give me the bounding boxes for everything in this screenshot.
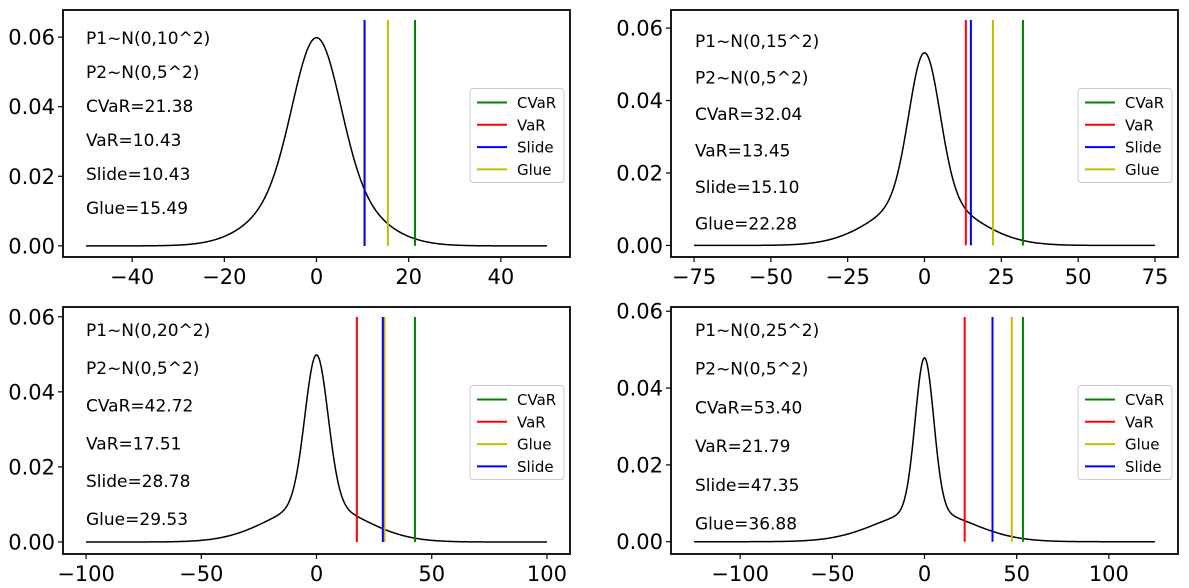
density-curve (86, 36, 547, 247)
legend: CVaR VaR Slide Glue (469, 88, 565, 183)
y-tick-label: 0.06 (616, 17, 663, 41)
x-tick-label: 50 (418, 562, 445, 586)
y-tick-label: 0.04 (616, 377, 663, 401)
legend-label-var: VaR (517, 413, 546, 431)
y-tick-label: 0.04 (616, 89, 663, 113)
panel-bottom-right: −100 −50 0 50 100 0.00 0.02 0.04 0.06 P1~N(0,25^2… (616, 300, 1179, 586)
legend-label-slide: Slide (517, 139, 554, 157)
x-tick-label: 75 (1142, 265, 1169, 289)
y-tick-label: 0.00 (8, 530, 55, 554)
legend-label-glue: Glue (1125, 161, 1160, 179)
y-tick-label: 0.02 (616, 161, 663, 185)
legend-label-var: VaR (517, 116, 546, 134)
annotation-text: CVaR=21.38 (86, 97, 193, 117)
annotation-text: Glue=15.49 (86, 199, 188, 219)
annotation-text: P2~N(0,5^2) (86, 359, 199, 379)
y-tick-label: 0.00 (616, 234, 663, 258)
panel-bottom-left: −100 −50 0 50 100 0.00 0.02 0.04 0.06 P1~N(0,20^2… (8, 305, 571, 586)
y-tick-label: 0.04 (8, 380, 55, 404)
x-tick-label: −40 (110, 265, 154, 289)
y-tick-label: 0.00 (8, 234, 55, 258)
x-tick-label: −25 (826, 265, 870, 289)
legend-label-slide: Slide (1125, 139, 1162, 157)
x-tick-label: 0 (918, 265, 931, 289)
y-tick-label: 0.02 (8, 455, 55, 479)
annotation-text: VaR=17.51 (86, 434, 181, 454)
x-tick-label: 50 (1065, 265, 1092, 289)
x-tick-label: −20 (202, 265, 246, 289)
legend-label-cvar: CVaR (517, 391, 556, 409)
x-tick-label: 0 (918, 562, 931, 586)
x-tick-label: 100 (527, 562, 567, 586)
x-tick-label: 0 (310, 265, 323, 289)
legend-label-slide: Slide (1125, 458, 1162, 476)
legend-label-var: VaR (1125, 116, 1154, 134)
panel-top-right: −75 −50 −25 0 25 50 75 0.00 0.02 0.04 0.06 P1~N(0,1… (616, 9, 1179, 289)
legend-label-cvar: CVaR (1125, 94, 1164, 112)
density-curve (86, 353, 547, 543)
annotation-text: Glue=29.53 (86, 510, 188, 530)
x-tick-label: 25 (988, 265, 1015, 289)
annotation-text: P1~N(0,10^2) (86, 29, 210, 49)
legend-label-glue: Glue (517, 436, 552, 454)
legend-box (469, 88, 565, 183)
y-tick-label: 0.02 (8, 165, 55, 189)
annotation-text: P1~N(0,15^2) (695, 32, 819, 52)
annotation-text: P2~N(0,5^2) (695, 69, 808, 89)
annotation-text: VaR=21.79 (695, 437, 790, 457)
y-tick-label: 0.04 (8, 95, 55, 119)
annotation-text: P1~N(0,25^2) (695, 321, 819, 341)
legend-label-glue: Glue (517, 161, 552, 179)
x-tick-label: −100 (57, 562, 115, 586)
legend-label-var: VaR (1125, 413, 1154, 431)
annotation-text: CVaR=32.04 (695, 105, 802, 125)
annotation-text: CVaR=53.40 (695, 398, 802, 418)
x-tick-label: 0 (310, 562, 323, 586)
legend: CVaR VaR Glue Slide (1077, 385, 1173, 480)
annotation-text: P2~N(0,5^2) (86, 63, 199, 83)
annotation-text: Slide=15.10 (695, 178, 799, 198)
panel-top-left: −40 −20 0 20 40 0.00 0.02 0.04 0.06 P1~N(0,10^2) P… (8, 9, 571, 289)
legend-box (469, 385, 565, 480)
y-tick-label: 0.06 (8, 26, 55, 50)
x-tick-label: 50 (1003, 562, 1030, 586)
legend-label-cvar: CVaR (1125, 391, 1164, 409)
annotation-text: Slide=47.35 (695, 476, 799, 496)
x-tick-label: −100 (711, 562, 769, 586)
annotation-text: VaR=10.43 (86, 131, 181, 151)
annotation-text: VaR=13.45 (695, 142, 790, 162)
legend-box (1077, 385, 1173, 480)
density-curve (694, 51, 1155, 247)
y-tick-label: 0.02 (616, 453, 663, 477)
x-tick-label: 40 (487, 265, 514, 289)
annotation-text: P2~N(0,5^2) (695, 360, 808, 380)
annotation-text: Glue=22.28 (695, 215, 797, 235)
legend-label-slide: Slide (517, 458, 554, 476)
x-tick-label: −75 (672, 265, 716, 289)
annotation-text: Glue=36.88 (695, 515, 797, 535)
y-tick-label: 0.06 (8, 305, 55, 329)
annotation-text: Slide=10.43 (86, 165, 190, 185)
x-tick-label: −50 (749, 265, 793, 289)
legend-label-cvar: CVaR (517, 94, 556, 112)
x-tick-label: −50 (810, 562, 854, 586)
annotation-text: Slide=28.78 (86, 472, 190, 492)
legend: CVaR VaR Glue Slide (469, 385, 565, 480)
x-tick-label: −50 (179, 562, 223, 586)
legend: CVaR VaR Slide Glue (1077, 88, 1173, 183)
y-tick-label: 0.00 (616, 530, 663, 554)
x-tick-label: 20 (395, 265, 422, 289)
density-curve (694, 356, 1155, 543)
y-tick-label: 0.06 (616, 300, 663, 324)
x-tick-label: 100 (1089, 562, 1129, 586)
legend-box (1077, 88, 1173, 183)
annotation-text: P1~N(0,20^2) (86, 321, 210, 341)
legend-label-glue: Glue (1125, 436, 1160, 454)
annotation-text: CVaR=42.72 (86, 397, 193, 417)
